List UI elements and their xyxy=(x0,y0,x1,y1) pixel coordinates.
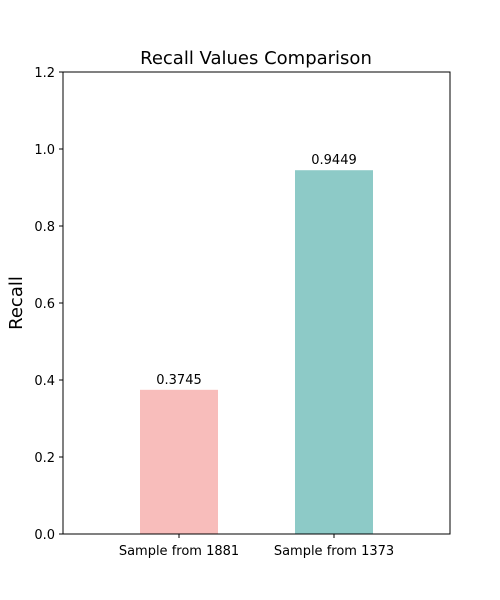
bar-1 xyxy=(295,170,373,534)
y-tick-label-5: 1.0 xyxy=(34,143,55,158)
chart-title: Recall Values Comparison xyxy=(140,48,372,69)
bar-0 xyxy=(140,389,218,534)
y-tick-label-1: 0.2 xyxy=(34,451,55,466)
plot-frame xyxy=(62,71,451,535)
x-tick-label-1: Sample from 1373 xyxy=(274,544,394,559)
y-tick-label-6: 1.2 xyxy=(34,66,55,81)
y-tick-label-2: 0.4 xyxy=(34,374,55,389)
y-axis-label: Recall xyxy=(6,276,27,330)
x-tick-label-0: Sample from 1881 xyxy=(119,544,239,559)
data-label-1: 0.9449 xyxy=(311,153,357,168)
y-tick-label-0: 0.0 xyxy=(34,528,55,543)
y-tick-label-4: 0.8 xyxy=(34,220,55,235)
data-label-0: 0.3745 xyxy=(156,373,202,388)
plot-area: 0.3745 Sample from 1881 0.9449 Sample from … xyxy=(34,66,451,559)
y-tick-label-3: 0.6 xyxy=(34,297,55,312)
